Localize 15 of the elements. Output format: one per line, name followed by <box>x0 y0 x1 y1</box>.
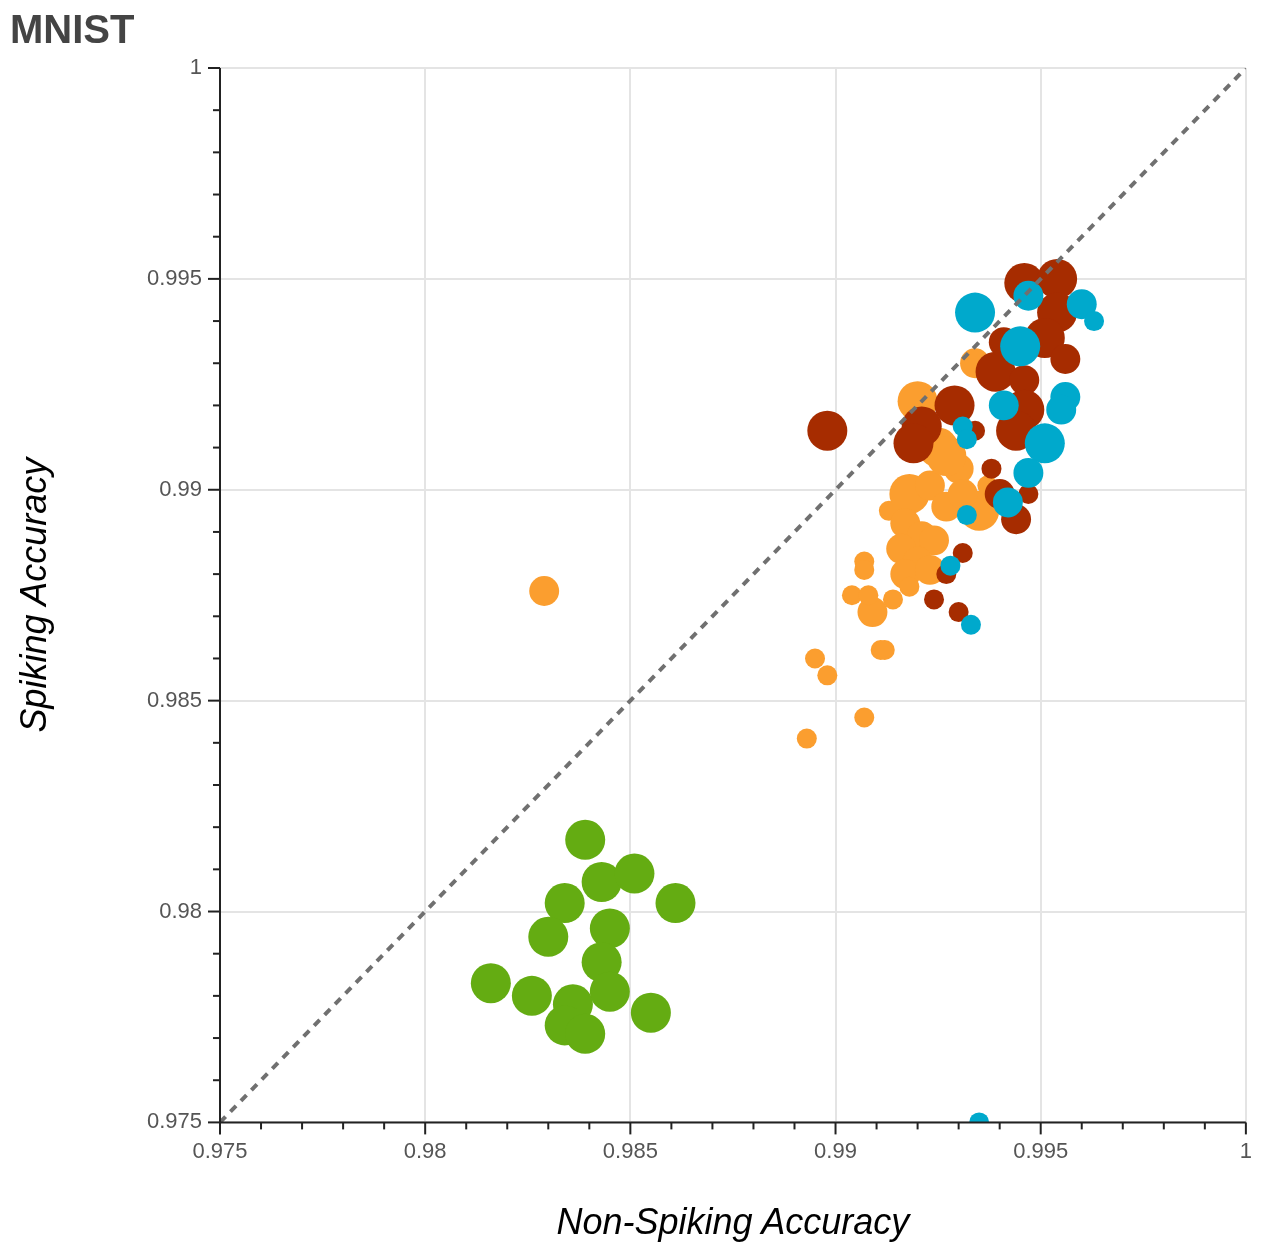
x-tick-label: 1 <box>1239 1137 1253 1163</box>
x-tick-label: 0.975 <box>192 1137 248 1163</box>
y-tick-label: 0.98 <box>159 897 202 923</box>
y-tick-label: 1 <box>189 54 202 80</box>
y-tick-label: 0.995 <box>146 264 202 290</box>
chart-title: MNIST <box>10 7 135 52</box>
x-tick-label: 0.99 <box>814 1137 857 1163</box>
x-tick-label: 0.98 <box>403 1137 447 1163</box>
x-tick-label: 0.985 <box>602 1137 658 1163</box>
y-tick-label: 0.975 <box>146 1108 202 1134</box>
x-tick-label: 0.995 <box>1013 1137 1069 1163</box>
x-axis-title: Non-Spiking Accuracy <box>556 1201 912 1243</box>
y-tick-label: 0.99 <box>159 475 202 501</box>
y-tick-label: 0.985 <box>146 686 202 712</box>
y-axis-title: Spiking Accuracy <box>12 455 54 733</box>
